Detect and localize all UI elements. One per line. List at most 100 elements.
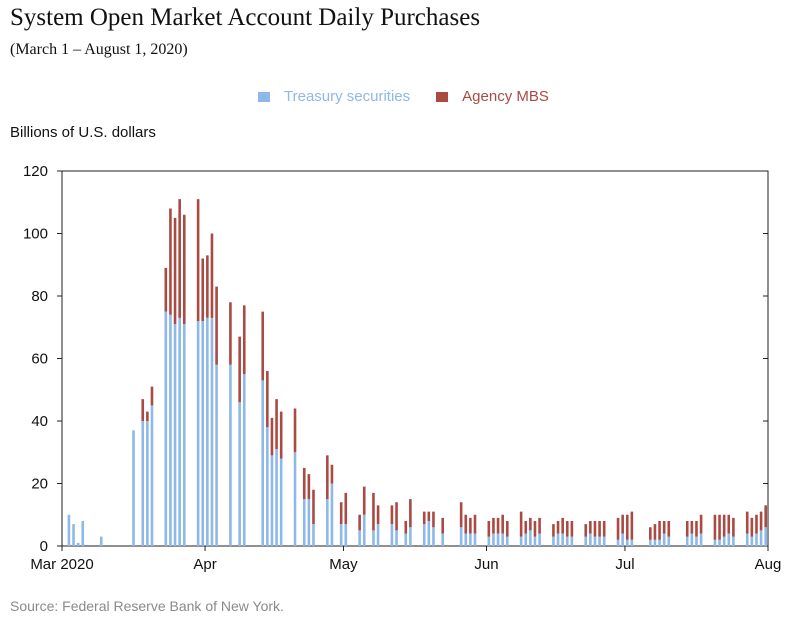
bar-mbs <box>598 521 601 537</box>
bar-mbs <box>469 517 472 534</box>
bar-treasury <box>593 536 597 546</box>
bar-treasury <box>469 533 472 546</box>
bar-mbs <box>293 408 297 453</box>
bar-mbs <box>487 521 491 537</box>
bar-treasury <box>146 421 149 546</box>
bar-treasury <box>132 430 135 546</box>
bar-mbs <box>685 521 689 537</box>
bar-mbs <box>279 411 283 459</box>
bar-mbs <box>178 199 181 318</box>
bar-treasury <box>473 533 477 546</box>
bar-treasury <box>745 533 749 546</box>
bar-treasury <box>529 530 532 546</box>
bar-treasury <box>750 536 754 546</box>
bar-mbs <box>312 489 315 525</box>
legend-label-treasury: Treasury securities <box>284 88 411 105</box>
bar-mbs <box>533 521 537 537</box>
bar-treasury <box>501 533 504 546</box>
bar-mbs <box>150 386 154 406</box>
bar-treasury <box>533 536 537 546</box>
bar-mbs <box>667 521 671 537</box>
bar-treasury <box>561 533 564 546</box>
bar-mbs <box>464 514 468 534</box>
bar-treasury <box>496 533 500 546</box>
bar-mbs <box>727 514 731 534</box>
bar-treasury <box>173 324 177 546</box>
bar-mbs <box>584 524 588 537</box>
y-tick-label: 120 <box>23 163 48 180</box>
bar-mbs <box>695 521 698 537</box>
bar-treasury <box>266 427 269 546</box>
bar-mbs <box>169 208 172 315</box>
bar-mbs <box>182 214 186 325</box>
bar-mbs <box>565 521 569 537</box>
bar-mbs <box>326 455 329 500</box>
bar-treasury <box>492 533 495 546</box>
bar-treasury <box>275 449 278 546</box>
bar-mbs <box>215 286 218 365</box>
bar-mbs <box>404 521 408 534</box>
bar-treasury <box>238 402 241 546</box>
y-tick-label: 40 <box>31 413 48 430</box>
bar-mbs <box>266 371 269 428</box>
bar-mbs <box>759 511 763 531</box>
bar-treasury <box>505 536 509 546</box>
bar-treasury <box>658 539 661 546</box>
bar-mbs <box>653 524 657 540</box>
bar-mbs <box>552 524 555 537</box>
bar-treasury <box>196 321 200 546</box>
legend-swatch-treasury <box>258 91 270 102</box>
bar-mbs <box>505 521 509 537</box>
bar-treasury <box>732 536 735 546</box>
bar-mbs <box>561 517 564 534</box>
bar-treasury <box>339 524 343 546</box>
y-tick-label: 60 <box>31 351 48 368</box>
bar-mbs <box>229 302 232 365</box>
bar-treasury <box>67 514 71 546</box>
bar-treasury <box>279 458 283 546</box>
bar-treasury <box>685 536 689 546</box>
bar-mbs <box>307 474 311 500</box>
bar-mbs <box>625 514 629 540</box>
bar-mbs <box>713 514 717 540</box>
bar-treasury <box>344 524 348 546</box>
x-tick-label: May <box>329 556 358 573</box>
bar-treasury <box>713 539 717 546</box>
bar-treasury <box>182 324 186 546</box>
bar-mbs <box>524 521 528 534</box>
chart-subtitle: (March 1 – August 1, 2020) <box>10 41 188 58</box>
bar-treasury <box>422 524 426 546</box>
bar-mbs <box>750 517 754 537</box>
bar-mbs <box>473 514 477 534</box>
bar-mbs <box>519 511 523 537</box>
bar-mbs <box>242 305 246 375</box>
bar-mbs <box>570 521 574 537</box>
bar-mbs <box>201 258 205 321</box>
bar-treasury <box>169 314 172 546</box>
bar-mbs <box>764 505 767 528</box>
x-tick-label: Jun <box>474 556 498 573</box>
bar-mbs <box>409 499 412 528</box>
bar-treasury <box>552 536 555 546</box>
bar-treasury <box>667 536 671 546</box>
bar-mbs <box>302 467 306 500</box>
bar-treasury <box>621 533 624 546</box>
bar-treasury <box>441 533 444 546</box>
bar-mbs <box>602 521 606 537</box>
legend-label-mbs: Agency MBS <box>462 88 549 105</box>
bar-treasury <box>76 542 80 546</box>
bar-mbs <box>699 514 703 534</box>
bar-mbs <box>427 511 431 521</box>
x-tick-label: Jul <box>615 556 634 573</box>
bar-treasury <box>427 521 431 546</box>
bar-treasury <box>330 483 334 546</box>
bar-mbs <box>649 527 652 540</box>
bar-mbs <box>210 233 214 318</box>
bar-treasury <box>395 530 398 546</box>
bar-treasury <box>390 524 394 546</box>
bar-mbs <box>141 399 145 421</box>
bar-treasury <box>210 317 214 546</box>
bar-treasury <box>759 530 763 546</box>
bar-mbs <box>662 521 666 534</box>
